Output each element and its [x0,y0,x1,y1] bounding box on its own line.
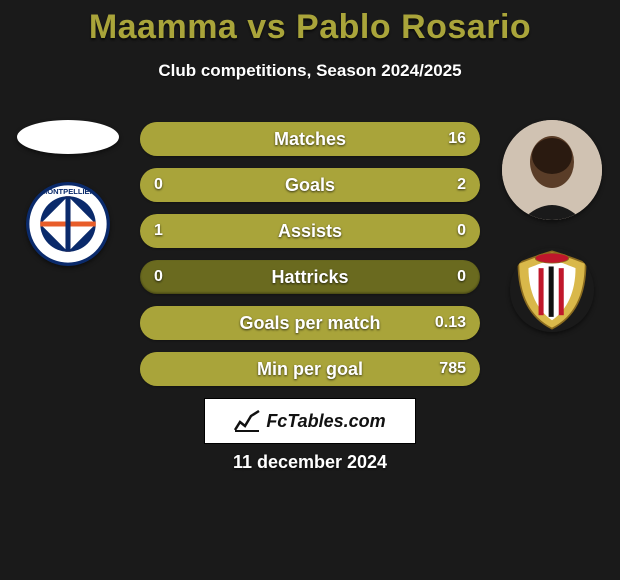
stat-label: Goals per match [140,306,480,340]
montpellier-crest-icon: MONTPELLIER [26,182,110,266]
stats-panel: Matches160Goals21Assists00Hattricks0Goal… [140,122,480,386]
stat-right-value: 0 [457,260,466,294]
stat-label: Goals [140,168,480,202]
brand-badge: FcTables.com [204,398,416,444]
stat-right-value: 2 [457,168,466,202]
stat-label: Hattricks [140,260,480,294]
stat-row: Goals per match0.13 [140,306,480,340]
nice-crest-icon [510,248,594,332]
page-subtitle: Club competitions, Season 2024/2025 [0,61,620,81]
stat-right-value: 785 [439,352,466,386]
stat-label: Assists [140,214,480,248]
stat-row: Matches16 [140,122,480,156]
left-player-column: MONTPELLIER [8,120,128,266]
right-player-column [492,120,612,332]
stat-row: 0Hattricks0 [140,260,480,294]
svg-text:MONTPELLIER: MONTPELLIER [41,187,96,196]
right-club-crest [510,248,594,332]
date-text: 11 december 2024 [0,452,620,473]
left-player-placeholder [17,120,119,154]
stat-row: Min per goal785 [140,352,480,386]
stat-right-value: 16 [448,122,466,156]
stat-label: Matches [140,122,480,156]
right-player-photo [502,120,602,220]
stat-right-value: 0 [457,214,466,248]
left-club-crest: MONTPELLIER [26,182,110,266]
page-title: Maamma vs Pablo Rosario [0,0,620,47]
stat-row: 0Goals2 [140,168,480,202]
stat-right-value: 0.13 [435,306,466,340]
stat-label: Min per goal [140,352,480,386]
chart-line-icon [234,410,260,432]
stat-row: 1Assists0 [140,214,480,248]
player-silhouette-icon [502,120,602,220]
brand-text: FcTables.com [266,411,385,432]
